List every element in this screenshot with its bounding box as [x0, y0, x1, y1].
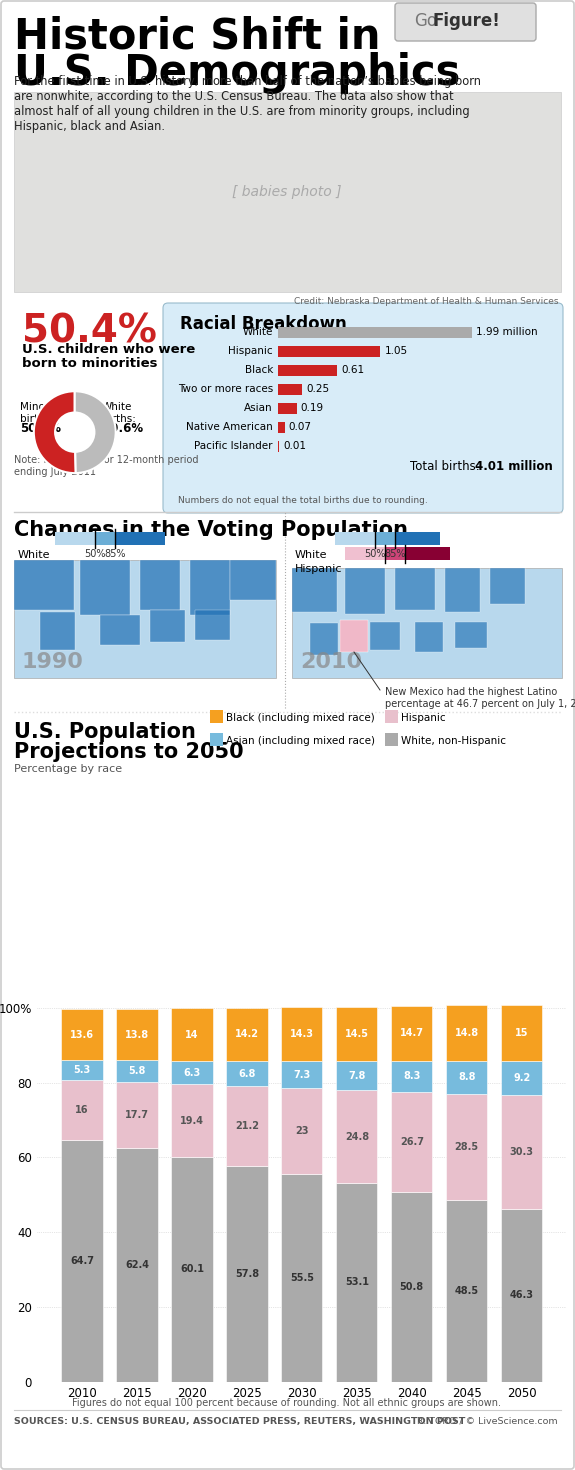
Bar [310, 623, 338, 656]
Text: 64.7: 64.7 [70, 1255, 94, 1266]
Text: are nonwhite, according to the U.S. Census Bureau. The data also show that: are nonwhite, according to the U.S. Cens… [14, 90, 454, 103]
Bar [62, 1060, 103, 1080]
Bar [227, 1008, 267, 1061]
Text: 50%: 50% [364, 548, 386, 559]
Bar [190, 560, 230, 614]
Bar [227, 1166, 267, 1382]
Text: 48.5: 48.5 [455, 1286, 479, 1297]
Text: Historic Shift in: Historic Shift in [14, 15, 381, 57]
Wedge shape [75, 391, 116, 473]
Bar [171, 1085, 213, 1157]
Text: 5.8: 5.8 [128, 1066, 145, 1076]
Text: R. TORO / © LiveScience.com: R. TORO / © LiveScience.com [417, 1417, 558, 1426]
Text: 30.3: 30.3 [509, 1147, 534, 1157]
Bar [385, 710, 398, 723]
Text: U.S. Demographics: U.S. Demographics [14, 51, 461, 94]
Text: White
births:: White births: [102, 401, 136, 423]
Text: Hispanic, black and Asian.: Hispanic, black and Asian. [14, 121, 165, 132]
Bar [230, 560, 276, 600]
Text: Racial Breakdown: Racial Breakdown [180, 315, 347, 334]
Text: 21.2: 21.2 [235, 1122, 259, 1130]
Bar [446, 1094, 488, 1201]
Text: 13.6: 13.6 [70, 1029, 94, 1039]
Text: 1.05: 1.05 [384, 345, 408, 356]
Text: Credit: Nebraska Department of Health & Human Services: Credit: Nebraska Department of Health & … [293, 297, 558, 306]
Text: 62.4: 62.4 [125, 1260, 149, 1270]
Text: 0.61: 0.61 [342, 365, 365, 375]
Bar [14, 93, 561, 293]
Text: 0.19: 0.19 [301, 403, 324, 413]
Text: Figures do not equal 100 percent because of rounding. Not all ethnic groups are : Figures do not equal 100 percent because… [72, 1398, 501, 1408]
Text: 1.99 million: 1.99 million [476, 326, 538, 337]
Text: Black (including mixed race): Black (including mixed race) [226, 713, 375, 723]
FancyBboxPatch shape [395, 3, 536, 41]
Text: 26.7: 26.7 [400, 1136, 424, 1147]
Text: Pacific Islander: Pacific Islander [194, 441, 273, 451]
Text: 2010: 2010 [300, 653, 362, 672]
Text: 60.1: 60.1 [180, 1264, 204, 1274]
Text: 14.7: 14.7 [400, 1029, 424, 1038]
Text: 0.07: 0.07 [289, 422, 312, 432]
Bar [336, 1061, 377, 1091]
Text: [ babies photo ]: [ babies photo ] [232, 185, 342, 198]
Bar [171, 1157, 213, 1382]
Text: Minority
births:: Minority births: [20, 401, 63, 423]
Text: 50.8: 50.8 [400, 1282, 424, 1292]
Bar [14, 560, 276, 678]
Text: Changes in the Voting Population: Changes in the Voting Population [14, 520, 408, 539]
Bar [210, 734, 223, 745]
Text: 49.6%: 49.6% [102, 422, 143, 435]
Bar [62, 1139, 103, 1382]
Text: Black: Black [244, 365, 273, 375]
Bar [227, 1086, 267, 1166]
Text: White: White [18, 550, 51, 560]
Bar [278, 403, 297, 413]
Bar [115, 532, 165, 545]
Bar [278, 441, 279, 451]
Bar [370, 622, 400, 650]
Text: 46.3: 46.3 [509, 1291, 534, 1299]
Text: SOURCES: U.S. CENSUS BUREAU, ASSOCIATED PRESS, REUTERS, WASHINGTON POST: SOURCES: U.S. CENSUS BUREAU, ASSOCIATED … [14, 1417, 465, 1426]
Bar [501, 1005, 542, 1061]
Text: Hispanic: Hispanic [401, 713, 446, 723]
Bar [100, 614, 140, 645]
Text: 50.4%: 50.4% [22, 312, 157, 350]
Text: 5.3: 5.3 [74, 1066, 91, 1075]
Bar [278, 345, 381, 357]
Text: 53.1: 53.1 [345, 1277, 369, 1288]
Text: almost half of all young children in the U.S. are from minority groups, includin: almost half of all young children in the… [14, 104, 470, 118]
Bar [292, 567, 337, 612]
Text: 16: 16 [75, 1105, 89, 1114]
Text: 6.3: 6.3 [183, 1067, 201, 1078]
Text: 7.8: 7.8 [348, 1070, 366, 1080]
Text: Percentage by race: Percentage by race [14, 764, 122, 775]
Bar [140, 560, 180, 610]
Text: Figure!: Figure! [432, 12, 500, 29]
Bar [278, 422, 285, 432]
Text: 8.8: 8.8 [458, 1072, 476, 1082]
Bar [391, 1061, 432, 1092]
Text: U.S. children who were: U.S. children who were [22, 343, 196, 356]
Bar [375, 532, 395, 545]
Text: Hispanic: Hispanic [295, 564, 343, 573]
Text: 1990: 1990 [22, 653, 84, 672]
Text: Native American: Native American [186, 422, 273, 432]
Bar [281, 1061, 323, 1088]
Text: 14.2: 14.2 [235, 1029, 259, 1039]
Bar [210, 710, 223, 723]
Text: 50.4%: 50.4% [20, 422, 61, 435]
Bar [95, 532, 115, 545]
Text: 17.7: 17.7 [125, 1110, 149, 1120]
Bar [62, 1080, 103, 1139]
Text: 4.01 million: 4.01 million [475, 460, 553, 473]
Text: born to minorities: born to minorities [22, 357, 158, 370]
Bar [278, 326, 472, 338]
Text: Two or more races: Two or more races [178, 384, 273, 394]
Bar [150, 610, 185, 642]
Text: 57.8: 57.8 [235, 1269, 259, 1279]
Text: Note: Figures are for 12-month period
ending July 2011: Note: Figures are for 12-month period en… [14, 456, 198, 476]
Text: Asian: Asian [244, 403, 273, 413]
Bar [62, 1010, 103, 1060]
Text: 7.3: 7.3 [293, 1070, 310, 1079]
